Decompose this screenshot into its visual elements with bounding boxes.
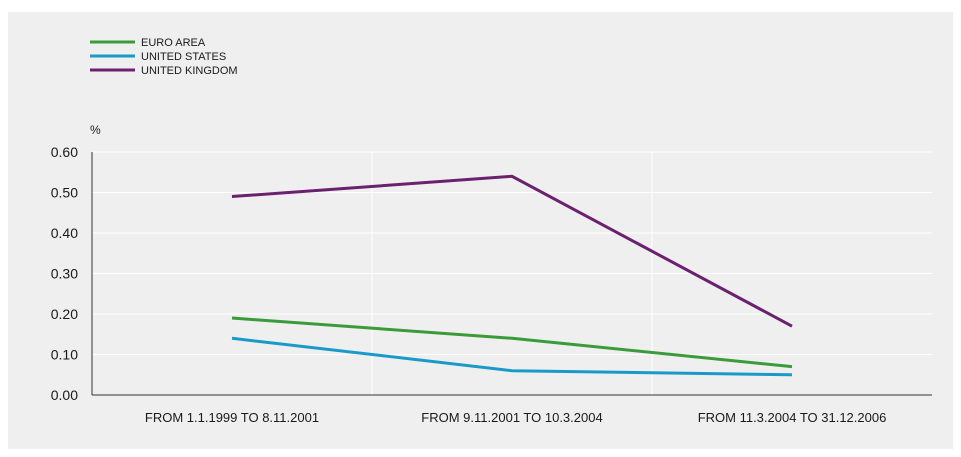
chart-axes [91, 152, 932, 396]
legend-label: UNITED STATES [141, 51, 226, 63]
y-tick-label: 0.10 [51, 347, 78, 363]
legend-label: EURO AREA [141, 37, 206, 49]
chart-grid [92, 151, 932, 395]
y-tick-label: 0.20 [51, 306, 78, 322]
series-line-euro-area [231, 316, 793, 369]
legend: EURO AREA UNITED STATES UNITED KINGDOM [90, 37, 238, 77]
y-tick-label: 0.50 [51, 185, 78, 201]
x-category-label: FROM 11.3.2004 TO 31.12.2006 [698, 410, 887, 425]
series-lines [231, 174, 793, 377]
x-category-label: FROM 9.11.2001 TO 10.3.2004 [421, 410, 602, 425]
y-tick-label: 0.40 [51, 225, 78, 241]
series-line-united-kingdom [231, 174, 793, 328]
y-tick-label: 0.00 [51, 387, 78, 403]
y-tick-label: 0.60 [51, 144, 78, 160]
chart-panel [8, 12, 953, 449]
y-axis-ticks: 0.00 0.10 0.20 0.30 0.40 0.50 0.60 [51, 144, 78, 403]
y-tick-label: 0.30 [51, 266, 78, 282]
series-line-united-states [231, 336, 793, 377]
legend-label: UNITED KINGDOM [141, 65, 238, 77]
x-axis-ticks: FROM 1.1.1999 TO 8.11.2001 FROM 9.11.2001… [145, 410, 886, 425]
y-axis-unit: % [90, 123, 101, 137]
x-category-label: FROM 1.1.1999 TO 8.11.2001 [145, 410, 319, 425]
